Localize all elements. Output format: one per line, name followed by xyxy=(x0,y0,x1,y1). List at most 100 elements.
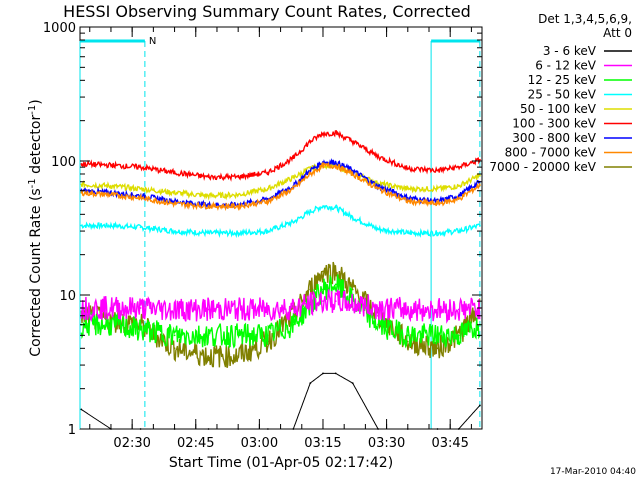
data-point xyxy=(292,428,295,430)
data-point xyxy=(479,174,481,177)
data-point xyxy=(267,187,269,190)
data-point xyxy=(292,221,295,224)
data-point xyxy=(406,232,409,234)
x-tick-label: 03:30 xyxy=(368,436,405,451)
data-point xyxy=(457,428,460,430)
data-point xyxy=(377,182,379,185)
series-6-12-kev xyxy=(80,289,481,324)
y-axis-label: Corrected Count Rate (s-1 detector-1) xyxy=(27,99,45,356)
data-point xyxy=(377,228,379,231)
data-point xyxy=(292,187,295,190)
data-point xyxy=(110,307,112,309)
series-12-25-kev xyxy=(80,274,481,349)
data-point xyxy=(322,372,324,375)
data-point xyxy=(139,226,142,229)
data-point xyxy=(139,307,142,309)
data-point xyxy=(377,187,379,190)
data-point xyxy=(436,232,439,234)
data-point xyxy=(406,334,409,337)
data-point xyxy=(237,355,240,357)
data-point xyxy=(322,288,324,291)
data-point xyxy=(267,308,269,311)
data-point xyxy=(322,300,324,302)
data-point xyxy=(139,197,142,199)
data-point xyxy=(173,202,176,205)
data-point xyxy=(80,163,83,165)
data-point xyxy=(436,308,439,311)
data-point xyxy=(457,230,460,233)
data-point xyxy=(334,270,337,273)
data-point xyxy=(207,355,210,357)
data-point xyxy=(237,205,240,208)
y-tick-label: 1000 xyxy=(43,21,76,36)
data-point xyxy=(377,307,379,309)
y-tick-label: 10 xyxy=(59,289,76,304)
data-point xyxy=(207,205,210,208)
y-axis-label-part: -1 xyxy=(27,105,38,115)
data-point xyxy=(334,161,337,164)
y-axis-label-part: detector xyxy=(28,115,44,179)
data-point xyxy=(267,428,269,430)
data-point xyxy=(173,171,176,174)
data-point xyxy=(322,165,324,167)
data-point xyxy=(351,140,354,143)
data-point xyxy=(110,323,112,326)
night-label: N xyxy=(149,36,156,47)
data-point xyxy=(139,428,142,430)
series-line xyxy=(80,161,481,201)
data-series-group xyxy=(80,129,481,430)
data-point xyxy=(309,302,312,305)
data-point xyxy=(237,334,240,337)
data-point xyxy=(237,232,240,234)
data-point xyxy=(322,132,324,135)
night-periods: N xyxy=(79,36,481,429)
data-point xyxy=(457,308,460,311)
data-point xyxy=(334,283,337,286)
data-point xyxy=(406,340,409,343)
data-point xyxy=(110,185,112,188)
data-point xyxy=(110,164,112,167)
data-point xyxy=(292,307,295,309)
data-point xyxy=(406,200,409,203)
data-point xyxy=(292,176,295,179)
series-line xyxy=(80,129,481,182)
series-800-7000-kev xyxy=(80,161,481,212)
y-tick-label: 100 xyxy=(51,155,76,170)
legend-entry: 3 - 6 keV xyxy=(543,44,597,58)
data-point xyxy=(173,347,176,350)
data-point xyxy=(322,270,324,273)
x-tick-label: 03:15 xyxy=(304,436,341,451)
data-point xyxy=(173,334,176,337)
x-tick-label: 03:45 xyxy=(431,436,468,451)
data-point xyxy=(110,193,112,196)
data-point xyxy=(322,205,324,208)
data-point xyxy=(309,169,312,172)
data-point xyxy=(173,191,176,194)
data-point xyxy=(436,169,439,172)
data-point xyxy=(334,372,337,375)
data-point xyxy=(457,166,460,169)
y-tick-label: 1 xyxy=(68,423,76,438)
data-point xyxy=(207,334,210,337)
series-line xyxy=(80,204,480,239)
data-point xyxy=(436,428,439,430)
data-point xyxy=(436,187,439,190)
data-point xyxy=(334,132,337,134)
data-point xyxy=(267,230,269,233)
data-point xyxy=(80,224,83,227)
data-point xyxy=(309,140,312,143)
data-point xyxy=(267,334,269,337)
data-point xyxy=(351,216,354,219)
data-point xyxy=(80,408,83,411)
legend-entry: 12 - 25 keV xyxy=(528,73,597,87)
data-point xyxy=(139,166,142,169)
series-line xyxy=(80,274,481,349)
legend-header: Det 1,3,4,5,6,9, xyxy=(538,12,632,26)
data-point xyxy=(292,323,295,326)
data-point xyxy=(334,300,337,302)
legend-entry: 300 - 800 keV xyxy=(512,131,596,145)
data-point xyxy=(207,428,210,430)
data-point xyxy=(351,302,354,305)
data-point xyxy=(479,184,481,187)
y-axis-label-part: Corrected Count Rate (s xyxy=(28,188,44,356)
